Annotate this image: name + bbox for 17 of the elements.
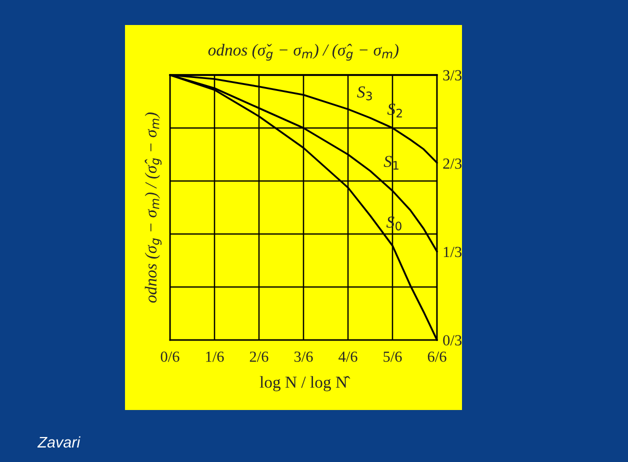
series-label: S$_{1}$	[384, 156, 398, 170]
text: odnos (σ$_{g}$ − σ$_{m}$) / (σ̂$_{g}$ − σ$_{m}$)	[144, 112, 162, 303]
y-tick-label: 1/3	[444, 246, 462, 258]
y-tick-label: 2/3	[443, 158, 462, 169]
x-tick-label: 4/6	[338, 352, 358, 362]
x-tick-label: 5/6	[384, 352, 402, 362]
x-tick-label: 6/6	[428, 352, 446, 362]
x-tick-label: 3/6	[294, 352, 313, 362]
y-tick-label: 3/3	[443, 70, 462, 80]
series-label: S$_{3}$	[357, 86, 372, 100]
x-tick-label: 1/6	[206, 352, 224, 362]
x-axis-title: log N / log N̂	[260, 376, 350, 392]
text: Zavari	[37, 436, 80, 448]
y-tick-label: 0/3	[443, 335, 462, 346]
x-tick-label: 2/6	[250, 352, 268, 362]
chart-title: odnos (σ̌$_{g}$ − σ$_{m}$) / (σ̂$_{g}$ − σ$_{m}$)	[208, 44, 399, 61]
x-tick-label: 0/6	[160, 352, 180, 362]
